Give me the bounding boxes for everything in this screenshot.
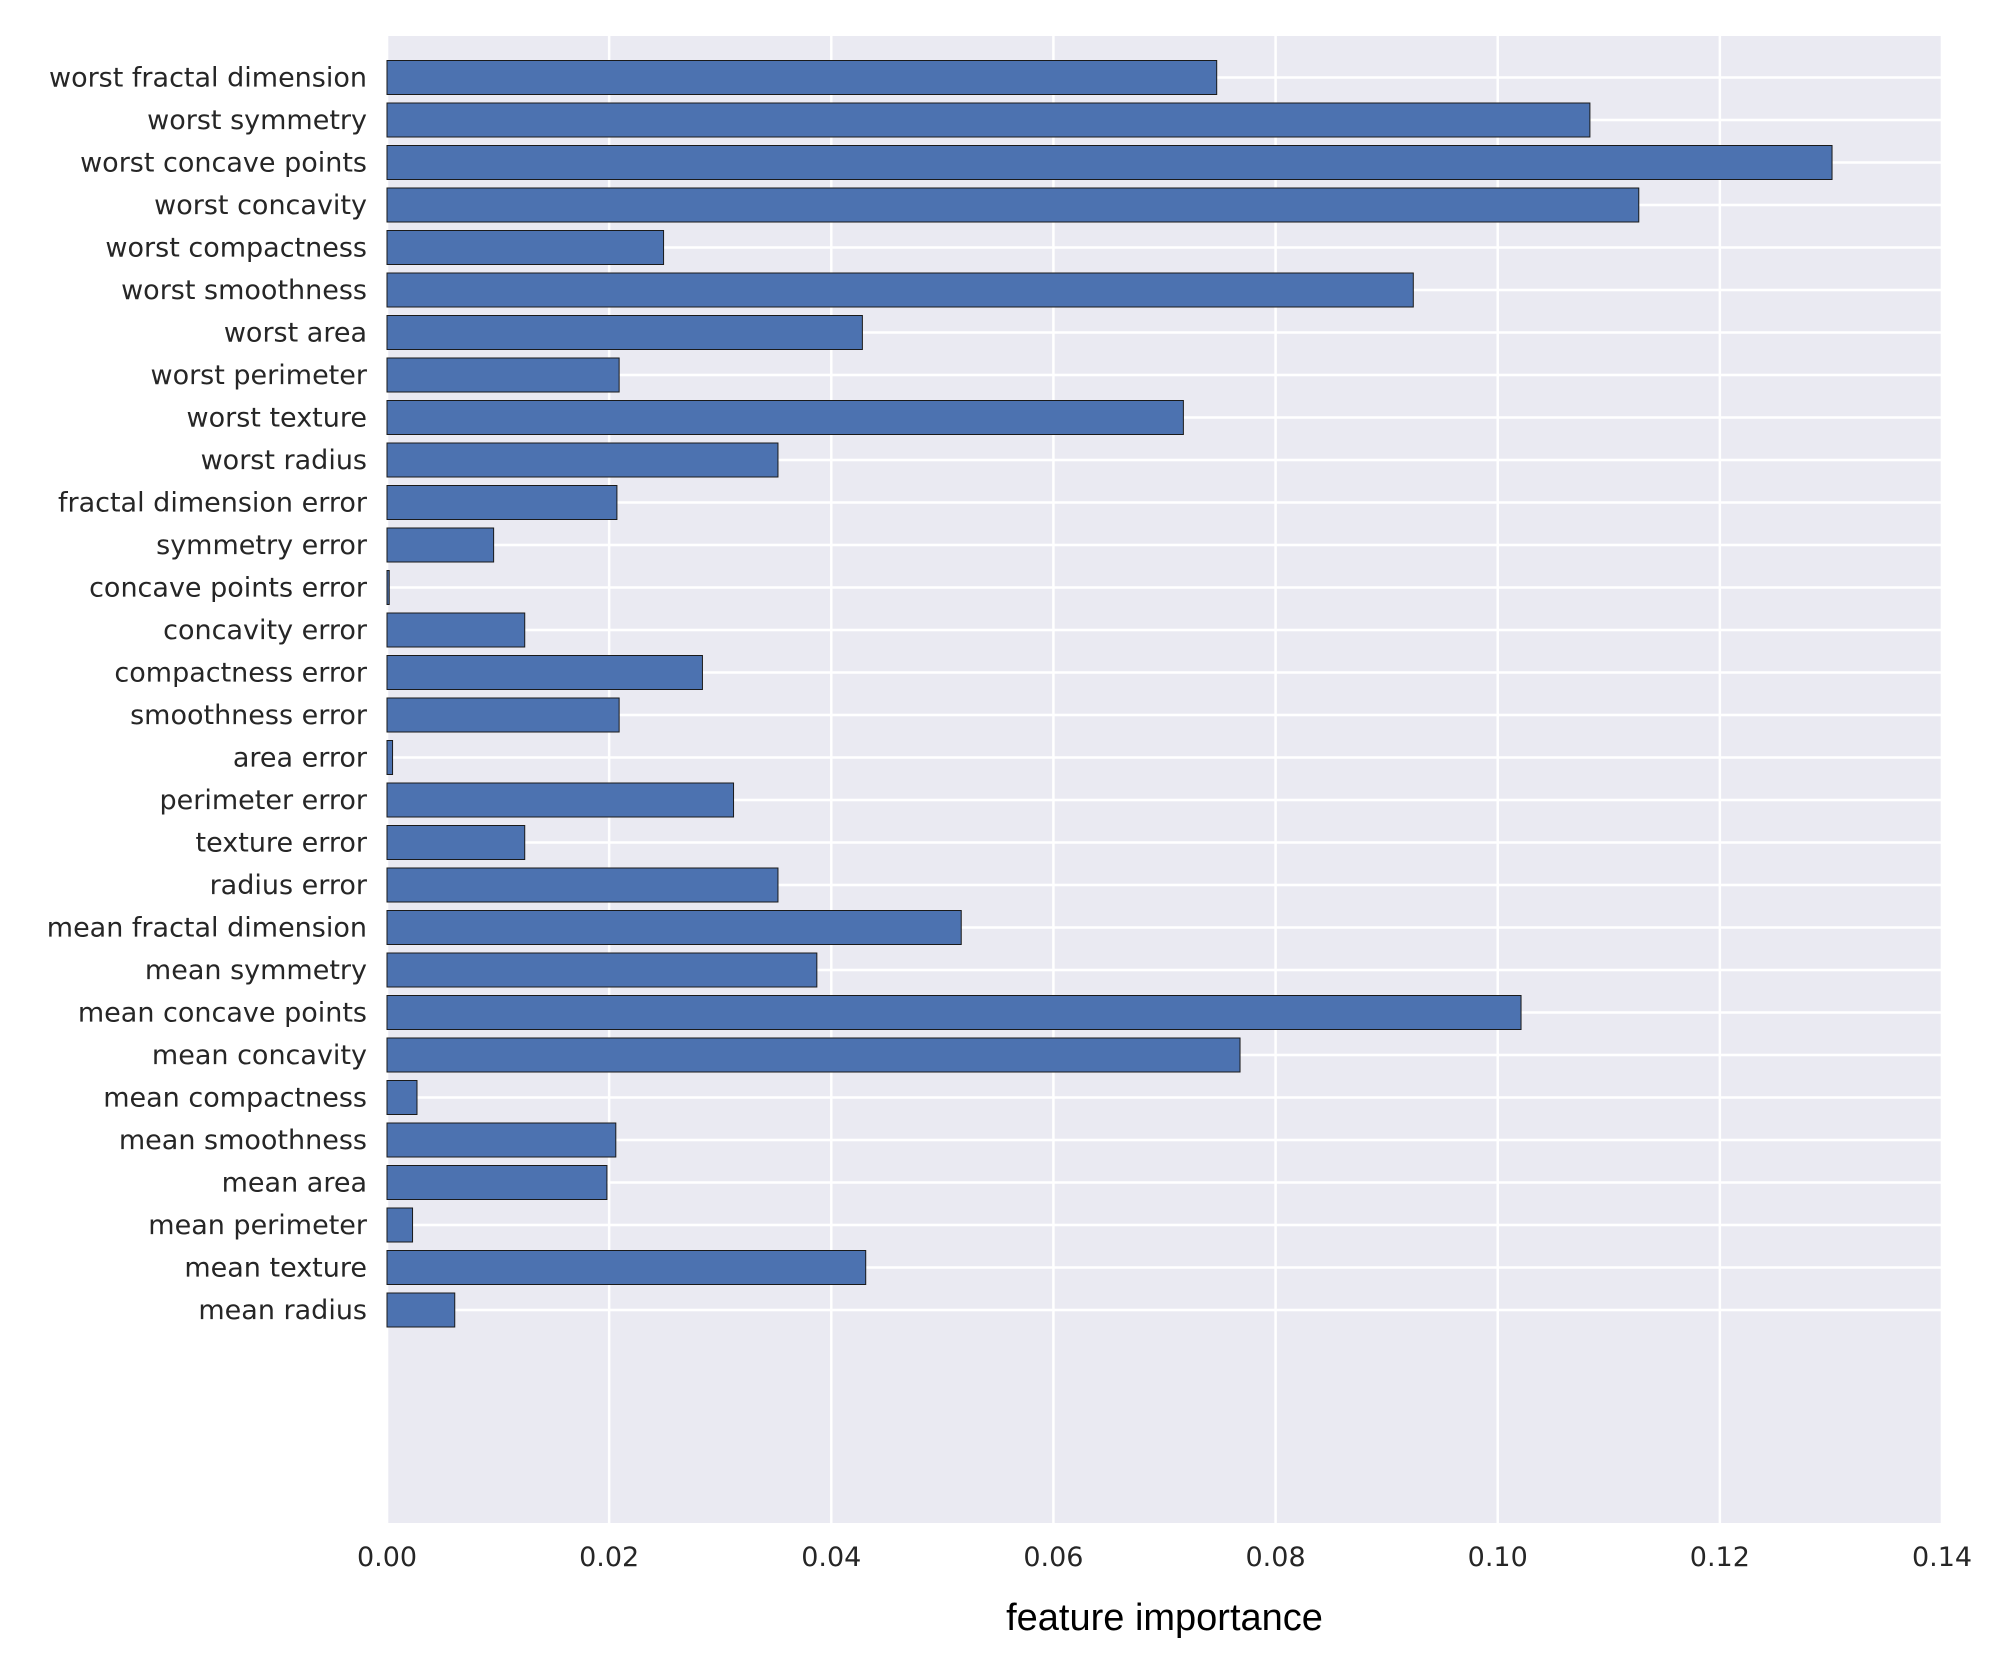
- x-tick-label: 0.12: [1690, 1542, 1750, 1573]
- bar-worst-area: [386, 315, 863, 350]
- y-tick-label: mean texture: [184, 1253, 367, 1284]
- bar-symmetry-error: [386, 527, 495, 563]
- y-tick-label: mean radius: [198, 1295, 367, 1326]
- y-tick-label: radius error: [210, 870, 368, 901]
- y-tick-label: symmetry error: [156, 530, 368, 561]
- y-tick-label: worst fractal dimension: [49, 63, 367, 94]
- y-tick-label: perimeter error: [159, 785, 367, 816]
- bar-texture-error: [386, 825, 526, 860]
- x-tick-label: 0.08: [1246, 1542, 1306, 1573]
- x-tick-label: 0.06: [1023, 1542, 1083, 1573]
- bar-smoothness-error: [386, 697, 620, 733]
- bar-area-error: [386, 740, 394, 775]
- y-tick-label: worst compactness: [105, 233, 367, 264]
- bar-mean-perimeter: [386, 1207, 414, 1243]
- bars: [386, 60, 1833, 1328]
- y-tick-label: worst area: [224, 318, 367, 349]
- bar-concavity-error: [386, 612, 526, 648]
- bar-mean-radius: [386, 1292, 456, 1328]
- y-tick-label: worst concave points: [80, 148, 367, 179]
- bar-radius-error: [386, 867, 779, 903]
- x-tick-label: 0.04: [801, 1542, 861, 1573]
- bar-compactness-error: [386, 655, 703, 690]
- y-tick-label: smoothness error: [130, 700, 368, 731]
- y-tick-label: mean concavity: [152, 1040, 367, 1071]
- y-tick-label: mean symmetry: [145, 955, 367, 986]
- y-tick-label: concavity error: [163, 615, 368, 646]
- bar-worst-compactness: [386, 230, 665, 265]
- y-tick-label: area error: [233, 743, 368, 774]
- bar-concave-points-error: [386, 570, 390, 605]
- bar-worst-concavity: [386, 187, 1640, 223]
- y-tick-label: worst concavity: [154, 190, 367, 221]
- y-tick-label: worst smoothness: [121, 275, 367, 306]
- bar-mean-texture: [386, 1250, 867, 1285]
- x-tick-label: 0.02: [579, 1542, 639, 1573]
- bar-worst-concave-points: [386, 145, 1833, 180]
- bar-worst-smoothness: [386, 272, 1414, 308]
- y-tick-label: mean fractal dimension: [47, 913, 367, 944]
- y-tick-label: worst symmetry: [147, 105, 367, 136]
- x-axis-title: feature importance: [1006, 1597, 1323, 1639]
- y-tick-label: mean concave points: [78, 998, 367, 1029]
- bar-worst-radius: [386, 442, 779, 478]
- bar-mean-compactness: [386, 1080, 418, 1115]
- bar-mean-fractal-dimension: [386, 910, 962, 945]
- y-tick-labels: mean radius mean texture mean perimeter mea…: [47, 63, 368, 1327]
- bar-worst-perimeter: [386, 357, 620, 393]
- y-tick-label: concave points error: [89, 573, 368, 604]
- y-tick-label: texture error: [196, 828, 368, 859]
- bar-perimeter-error: [386, 782, 735, 818]
- bar-mean-area: [386, 1165, 608, 1200]
- bar-mean-concavity: [386, 1037, 1241, 1073]
- y-tick-label: mean smoothness: [119, 1125, 367, 1156]
- x-tick-label: 0.00: [357, 1542, 417, 1573]
- bar-mean-smoothness: [386, 1122, 617, 1158]
- y-tick-label: mean area: [222, 1168, 367, 1199]
- y-tick-label: worst texture: [187, 403, 367, 434]
- y-tick-label: mean compactness: [103, 1083, 367, 1114]
- bar-mean-concave-points: [386, 995, 1522, 1030]
- y-tick-label: worst radius: [201, 445, 367, 476]
- y-tick-label: compactness error: [114, 658, 367, 689]
- bar-fractal-dimension-error: [386, 485, 618, 520]
- y-tick-label: fractal dimension error: [58, 488, 368, 519]
- bar-worst-symmetry: [386, 102, 1591, 138]
- bar-worst-texture: [386, 400, 1184, 435]
- x-tick-label: 0.10: [1468, 1542, 1528, 1573]
- x-tick-label: 0.14: [1912, 1542, 1972, 1573]
- bar-worst-fractal-dimension: [386, 60, 1218, 95]
- y-tick-label: mean perimeter: [148, 1210, 368, 1241]
- x-tick-labels: 0.00 0.02 0.04 0.06 0.08 0.10 0.12 0.14: [357, 1542, 1972, 1573]
- y-tick-label: worst perimeter: [150, 360, 367, 391]
- bar-mean-symmetry: [386, 952, 818, 988]
